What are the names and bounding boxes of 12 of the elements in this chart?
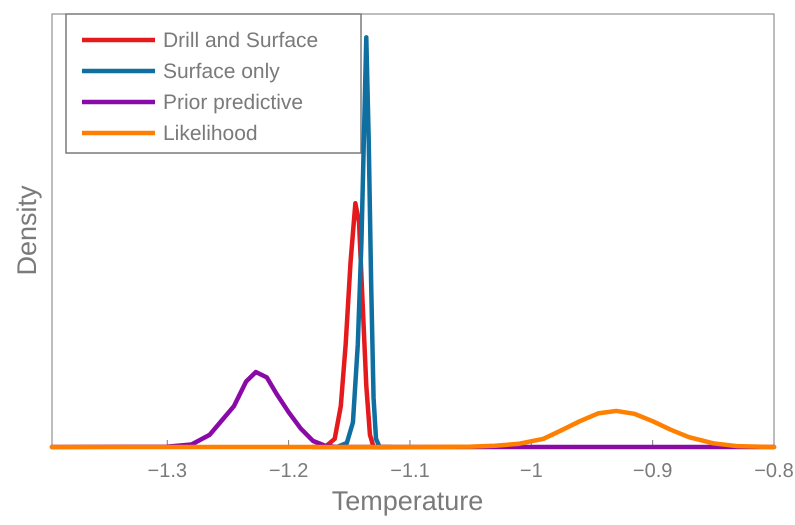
x-tick-label: −0.9 <box>632 460 672 482</box>
y-axis-title: Density <box>12 184 42 276</box>
legend-label: Prior predictive <box>163 91 304 114</box>
legend-label: Drill and Surface <box>163 29 318 52</box>
x-tick-label: −1.1 <box>390 460 430 482</box>
x-tick-label: −1 <box>520 460 543 482</box>
x-tick-label: −1.2 <box>268 460 308 482</box>
x-axis-title: Temperature <box>332 486 484 516</box>
x-tick-label: −0.8 <box>754 460 794 482</box>
x-tick-label: −1.3 <box>148 460 188 482</box>
legend-label: Likelihood <box>163 122 258 145</box>
legend-label: Surface only <box>163 60 280 83</box>
